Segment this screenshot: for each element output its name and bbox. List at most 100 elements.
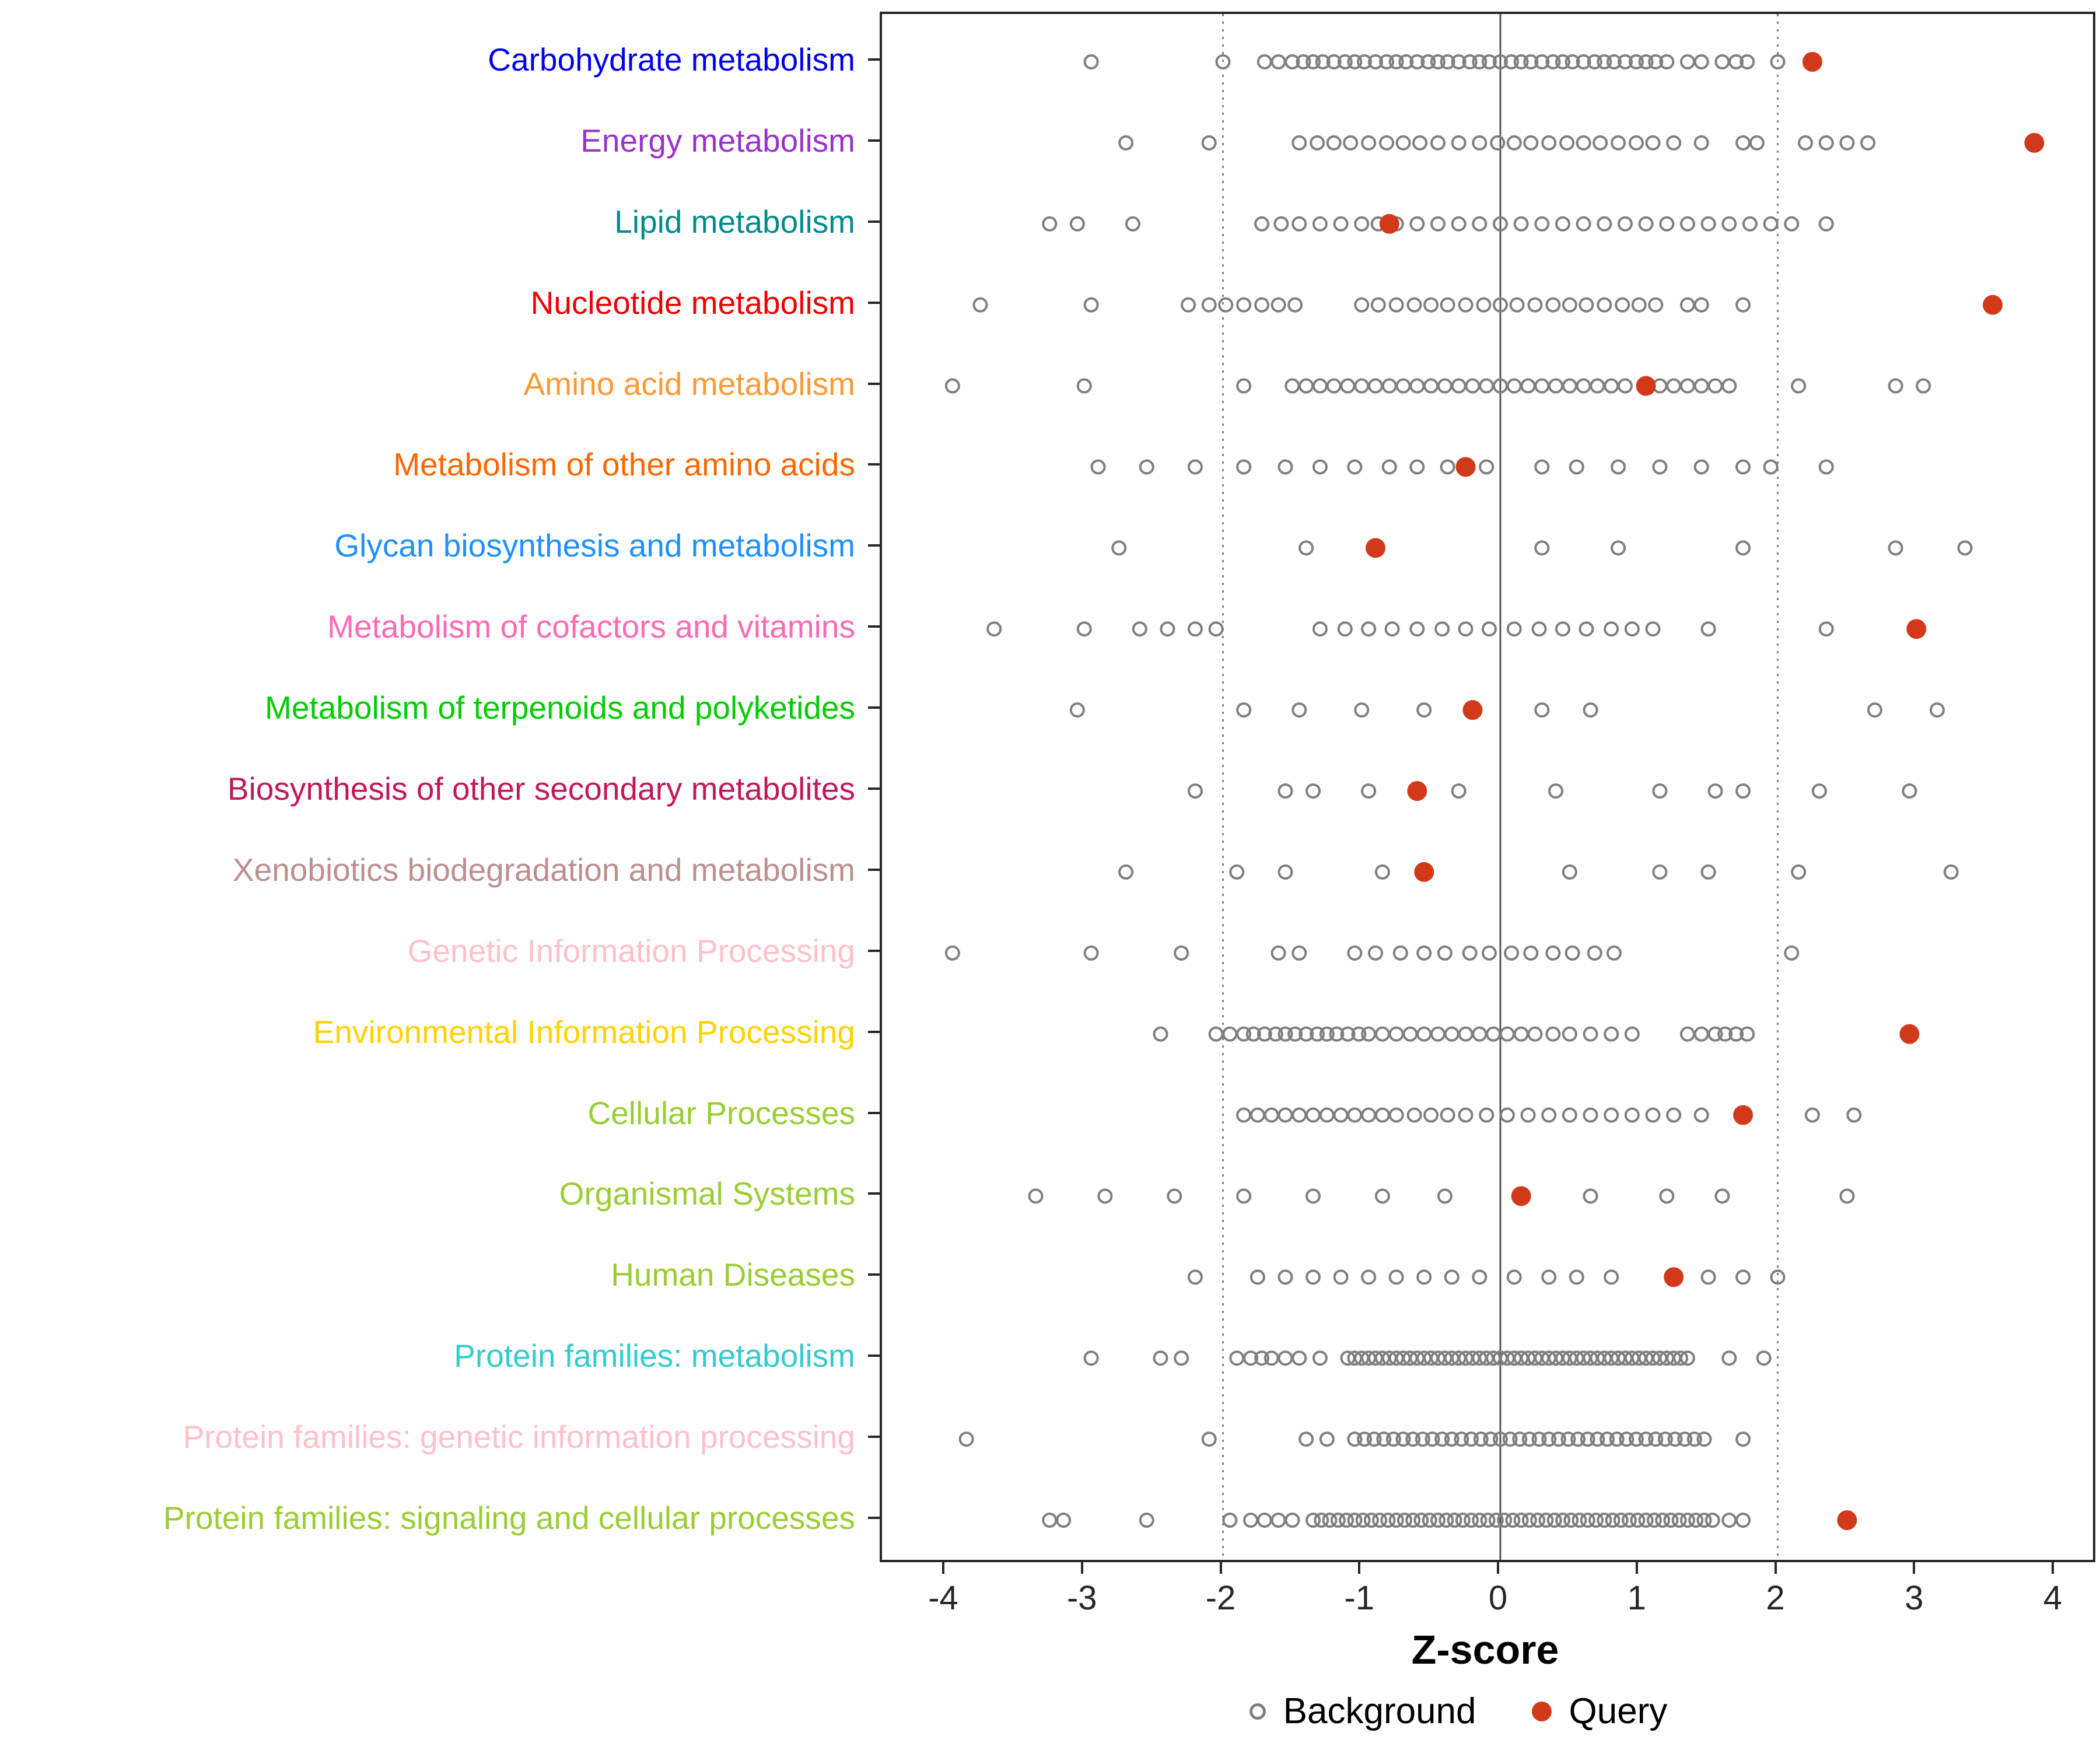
- plot-area-svg: [944, 14, 2045, 1560]
- background-point: [1415, 1432, 1430, 1447]
- background-point: [1381, 378, 1397, 394]
- background-point: [1663, 1513, 1679, 1528]
- background-point: [1366, 1432, 1382, 1447]
- background-point: [1624, 1026, 1640, 1042]
- background-point: [1499, 1026, 1515, 1042]
- background-point: [1531, 1432, 1547, 1447]
- y-axis-tick: [868, 544, 880, 547]
- background-point: [1597, 1513, 1612, 1528]
- y-axis-tick: [868, 139, 880, 142]
- background-point: [1888, 540, 1903, 556]
- background-point: [1278, 1107, 1293, 1123]
- background-point: [1590, 1432, 1605, 1447]
- background-point: [944, 378, 960, 394]
- background-point: [1430, 216, 1446, 232]
- background-point: [1483, 1432, 1499, 1447]
- background-point: [1622, 1513, 1637, 1528]
- background-point: [1679, 1350, 1695, 1366]
- background-point: [1791, 378, 1807, 394]
- background-point: [1504, 945, 1520, 961]
- background-point: [1818, 216, 1834, 232]
- background-point: [1069, 216, 1085, 232]
- background-point: [1306, 1188, 1321, 1204]
- background-point: [1588, 1513, 1604, 1528]
- background-point: [1451, 216, 1466, 232]
- background-point: [1659, 216, 1675, 232]
- background-point: [1580, 1513, 1595, 1528]
- background-point: [1569, 1269, 1584, 1285]
- background-point: [1693, 378, 1709, 394]
- background-point: [1679, 297, 1695, 313]
- background-point: [1292, 1107, 1307, 1123]
- background-point: [1347, 459, 1363, 475]
- background-point: [1630, 1513, 1646, 1528]
- background-point: [1534, 540, 1550, 556]
- background-point: [1076, 378, 1092, 394]
- background-point: [1090, 459, 1106, 475]
- background-point: [1298, 540, 1314, 556]
- background-point: [1339, 1513, 1354, 1528]
- background-point: [1617, 216, 1633, 232]
- background-point: [1270, 945, 1286, 961]
- background-point: [1319, 1107, 1335, 1123]
- background-point: [1351, 1026, 1367, 1042]
- background-point: [1615, 297, 1630, 313]
- background-point: [1174, 945, 1189, 961]
- background-point: [1631, 297, 1647, 313]
- background-point: [1451, 378, 1466, 394]
- background-point: [1509, 297, 1525, 313]
- category-label: Glycan biosynthesis and metabolism: [334, 527, 855, 564]
- y-axis-tick: [868, 1111, 880, 1114]
- background-point: [1929, 702, 1945, 718]
- query-point: [1802, 52, 1822, 72]
- category-label: Amino acid metabolism: [523, 365, 855, 402]
- background-point: [1402, 1026, 1418, 1042]
- category-label: Metabolism of terpenoids and polyketides: [265, 690, 855, 726]
- background-point: [1740, 1026, 1755, 1042]
- background-point: [1361, 783, 1377, 799]
- background-point: [1409, 378, 1425, 394]
- background-point: [1679, 1513, 1695, 1528]
- background-point: [1215, 54, 1231, 69]
- background-point: [1611, 540, 1626, 556]
- query-point: [1899, 1024, 1920, 1044]
- background-point: [1310, 1026, 1325, 1042]
- background-point: [1667, 1432, 1683, 1447]
- background-point: [1423, 1107, 1439, 1123]
- background-point: [958, 1432, 974, 1447]
- background-point: [1520, 378, 1536, 394]
- query-point: [1733, 1105, 1754, 1125]
- background-point: [1388, 1513, 1404, 1528]
- background-point: [1523, 135, 1539, 150]
- background-point: [1270, 54, 1286, 69]
- background-point: [1619, 1432, 1634, 1447]
- background-point: [1464, 1432, 1479, 1447]
- background-point: [1370, 297, 1386, 313]
- background-point: [1499, 1107, 1515, 1123]
- background-point: [1763, 216, 1779, 232]
- background-point: [1333, 1107, 1349, 1123]
- background-point: [1523, 945, 1539, 961]
- background-point: [1587, 945, 1602, 961]
- background-point: [1132, 621, 1147, 637]
- background-point: [1236, 378, 1252, 394]
- background-point: [1201, 297, 1217, 313]
- background-point: [972, 297, 988, 313]
- background-point: [1326, 54, 1342, 69]
- background-point: [1333, 216, 1349, 232]
- background-point: [1562, 378, 1577, 394]
- background-point: [1513, 1026, 1529, 1042]
- background-point: [1264, 1350, 1279, 1366]
- y-axis-tick: [868, 706, 880, 709]
- background-point: [1545, 54, 1561, 69]
- background-point: [1337, 621, 1353, 637]
- background-point: [1409, 621, 1425, 637]
- background-point: [1472, 54, 1488, 69]
- background-point: [1287, 297, 1303, 313]
- background-point: [1264, 1107, 1279, 1123]
- background-point: [1340, 1026, 1356, 1042]
- y-axis-tick: [868, 788, 880, 790]
- background-point: [1472, 1269, 1488, 1285]
- background-point: [1717, 1026, 1733, 1042]
- background-point: [1696, 1432, 1712, 1447]
